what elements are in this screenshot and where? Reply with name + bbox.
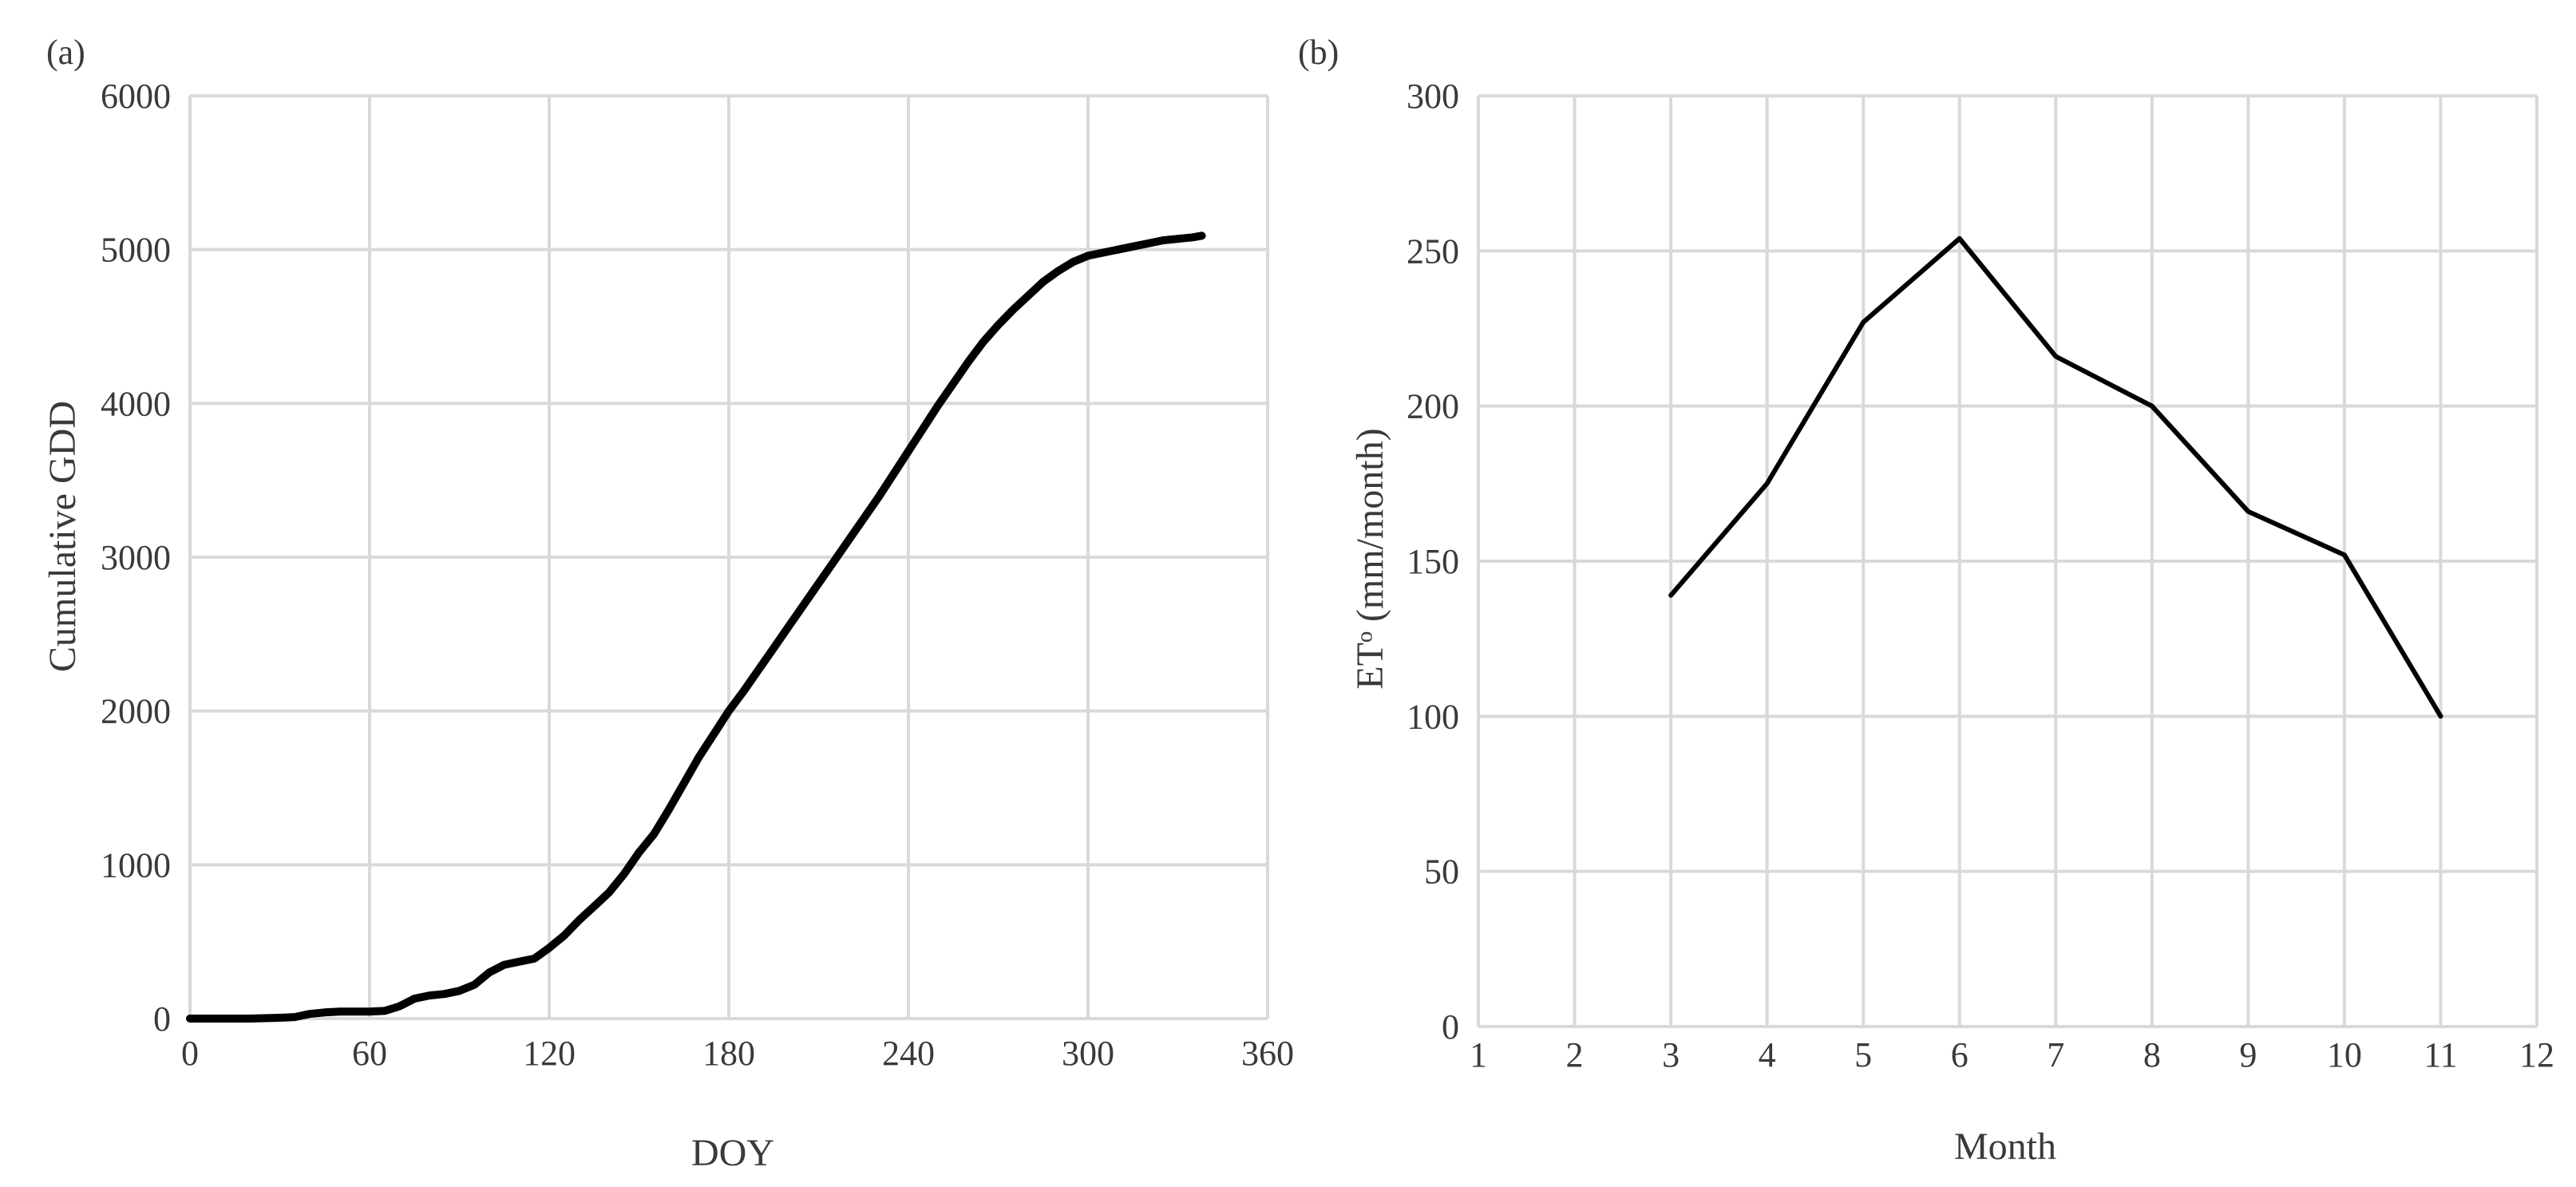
- panel-b-label: (b): [1298, 33, 1339, 72]
- panel-b-x-axis-title: Month: [1954, 1126, 2056, 1168]
- panel-b-x-tick-label: 1: [1470, 1035, 1487, 1074]
- panel-a-x-axis-title: DOY: [691, 1132, 774, 1174]
- panel-a-y-axis-title: Cumulative GDD: [42, 401, 84, 672]
- panel-a: (a) 0 60 120 180 240 300 360 0 1000 2000 3000 4000 5…: [42, 33, 1294, 1174]
- panel-b-x-tick-label: 7: [2047, 1035, 2064, 1074]
- panel-a-series-line-0: [186, 231, 1206, 1023]
- panel-a-y-tick-label: 6000: [101, 77, 171, 116]
- panel-a-grid: [188, 94, 1269, 1020]
- panel-b-x-tick-label: 11: [2424, 1035, 2457, 1074]
- panel-b-x-tick-label: 5: [1854, 1035, 1872, 1074]
- panel-a-ticks: 0 60 120 180 240 300 360 0 1000 2000 3000 4000 5000 6…: [101, 77, 1294, 1073]
- panel-b-y-tick-label: 300: [1407, 77, 1459, 116]
- panel-a-x-tick-label: 300: [1062, 1034, 1114, 1073]
- panel-a-y-tick-label: 5000: [101, 231, 171, 270]
- panel-a-y-tick-label: 3000: [101, 538, 171, 577]
- panel-b-x-tick-label: 6: [1951, 1035, 1969, 1074]
- panel-b-y-tick-label: 250: [1407, 231, 1459, 271]
- panel-b-series-line-0: [1668, 235, 2443, 719]
- panel-a-y-tick-label: 1000: [101, 845, 171, 884]
- panel-b-x-tick-label: 2: [1566, 1035, 1584, 1074]
- panel-b-y-tick-label: 0: [1442, 1007, 1459, 1047]
- panel-a-y-tick-label: 0: [153, 999, 171, 1039]
- panel-b-x-tick-label: 4: [1759, 1035, 1776, 1074]
- panel-a-series: [186, 231, 1206, 1023]
- panel-b-y-axis-title: ETᵒ (mm/month): [1349, 428, 1391, 689]
- panel-a-x-tick-label: 180: [702, 1034, 755, 1073]
- panel-b-y-tick-label: 100: [1407, 697, 1459, 736]
- panel-b-x-tick-label: 8: [2143, 1035, 2161, 1074]
- panel-b-y-tick-label: 150: [1407, 542, 1459, 581]
- panel-a-x-tick-label: 0: [181, 1034, 199, 1073]
- panel-b-y-tick-label: 200: [1407, 387, 1459, 426]
- panel-a-x-tick-label: 60: [352, 1034, 387, 1073]
- panel-b-y-tick-label: 50: [1424, 853, 1459, 892]
- panel-b-x-tick-label: 3: [1662, 1035, 1680, 1074]
- panel-b-x-tick-label: 12: [2519, 1035, 2554, 1074]
- panel-a-y-tick-label: 2000: [101, 692, 171, 731]
- panel-b-x-tick-label: 9: [2239, 1035, 2257, 1074]
- panel-b-x-tick-label: 10: [2327, 1035, 2362, 1074]
- panel-a-x-tick-label: 360: [1241, 1034, 1294, 1073]
- panel-b-grid: [1477, 94, 2538, 1028]
- panel-a-x-tick-label: 240: [882, 1034, 935, 1073]
- panel-a-x-tick-label: 120: [523, 1034, 576, 1073]
- panel-a-y-tick-label: 4000: [101, 384, 171, 423]
- panel-b-series: [1668, 235, 2443, 719]
- panel-a-label: (a): [46, 33, 85, 72]
